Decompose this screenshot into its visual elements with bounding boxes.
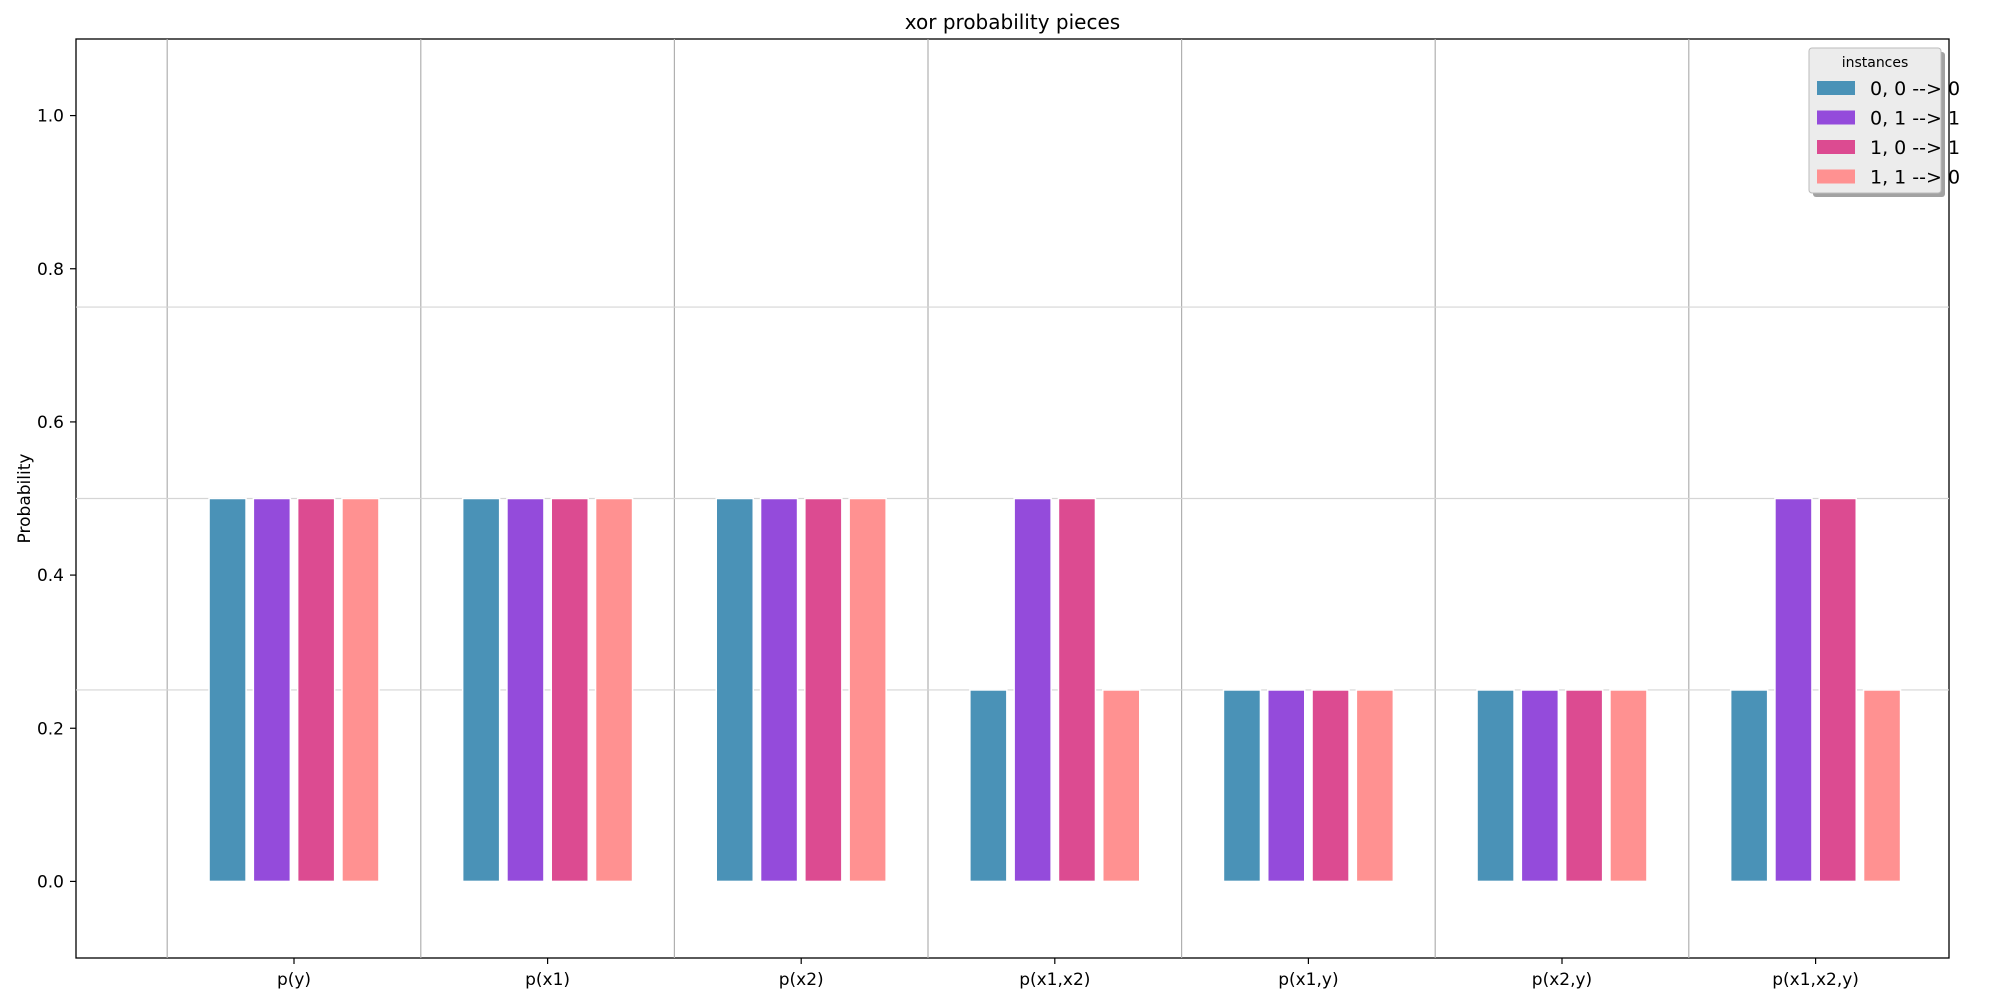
bar [848,497,887,883]
bar [341,497,380,883]
bar [506,497,545,883]
bar [1102,689,1141,883]
bar [1267,689,1306,883]
x-tick-label: p(x1,y) [1278,970,1338,990]
bar [1355,689,1395,883]
x-tick-label: p(x2) [779,970,824,990]
bar [296,497,336,883]
bar [1057,497,1097,883]
bar [1520,689,1560,883]
legend-label: 0, 0 --> 0 [1870,78,1960,100]
legend-swatch [1817,169,1855,184]
y-tick-label: 0.8 [37,260,64,280]
bar [1609,689,1648,883]
y-tick-label: 0.4 [37,566,64,586]
x-tick-label: p(x1) [525,970,570,990]
y-tick-label: 0.0 [37,872,64,892]
bar [1774,497,1813,883]
bar [1013,497,1052,883]
bar [969,689,1008,883]
legend: instances 0, 0 --> 0 0, 1 --> 1 1, 0 --> 1… [1808,47,1960,197]
bar [461,497,501,883]
y-tick-label: 0.6 [37,413,64,433]
y-tick-label: 1.0 [37,107,64,127]
bar [715,497,754,883]
grid-lines [76,39,1949,958]
bar [252,497,292,883]
bars [208,497,1902,883]
bar [1476,689,1515,883]
bar [1311,689,1350,883]
x-axis: p(y) p(x1) p(x2) p(x1,x2) p(x1,y) p(x2,y) p(x1… [277,958,1859,990]
bar [594,497,634,883]
x-tick-label: p(x2,y) [1532,970,1592,990]
legend-swatch [1817,81,1855,95]
bar [1564,689,1604,883]
legend-swatch [1817,110,1855,125]
y-tick-label: 0.2 [37,719,64,739]
bar [1222,689,1262,883]
legend-items: 0, 0 --> 0 0, 1 --> 1 1, 0 --> 1 1, 1 --> 0 [1817,78,1960,189]
y-axis-label: Probability [15,454,35,544]
bar [759,497,799,883]
x-tick-label: p(x1,x2,y) [1772,970,1859,990]
legend-label: 0, 1 --> 1 [1870,108,1960,130]
bar [1729,689,1769,883]
x-tick-label: p(y) [277,970,311,990]
bar [1862,689,1902,883]
bar [804,497,843,883]
bar [208,497,247,883]
legend-title: instances [1842,55,1909,71]
x-tick-label: p(x1,x2) [1019,970,1090,990]
bar [1818,497,1857,883]
legend-label: 1, 0 --> 1 [1870,137,1960,159]
chart-title: xor probability pieces [905,10,1120,34]
bar [550,497,589,883]
legend-label: 1, 1 --> 0 [1870,167,1960,189]
legend-swatch [1817,140,1855,154]
y-axis: 0.0 0.2 0.4 0.6 0.8 1.0 [37,107,76,892]
